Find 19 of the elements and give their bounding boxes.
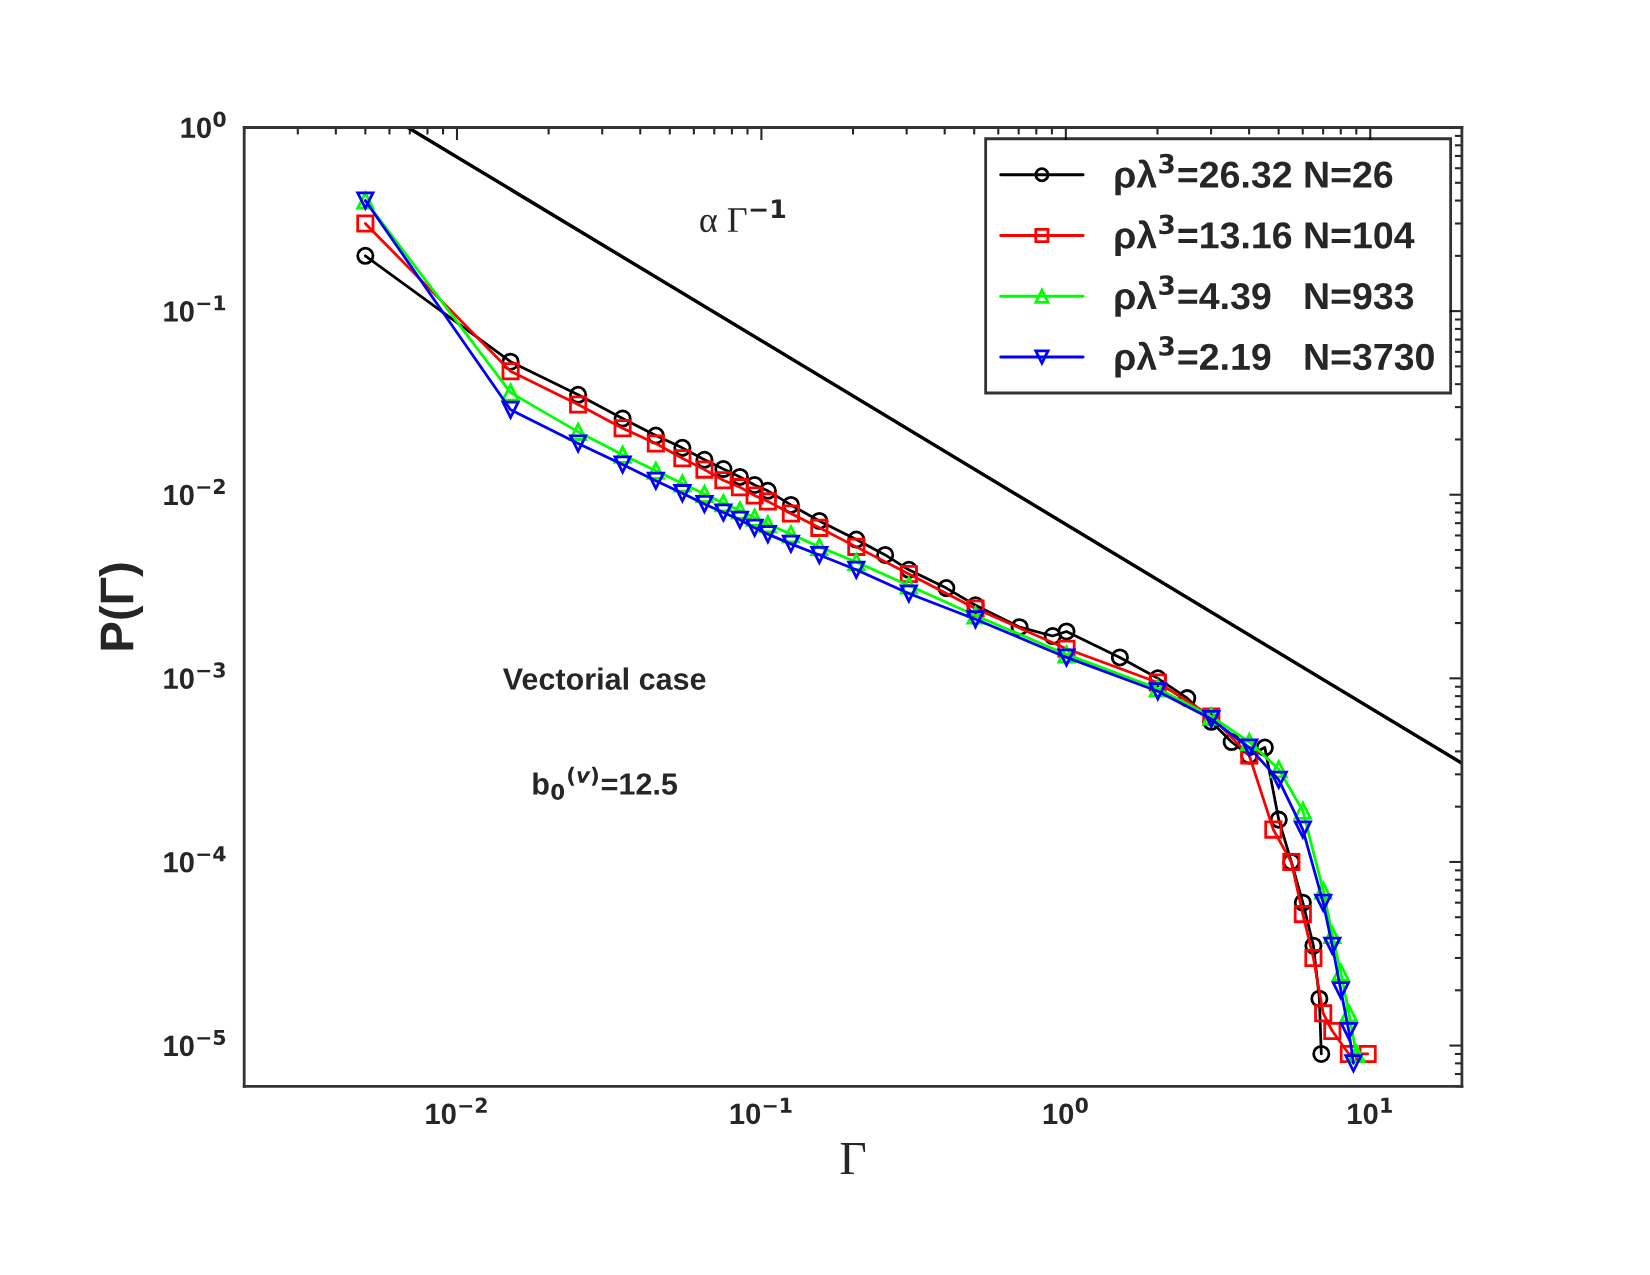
legend-label: ρλ$^{3}$=13.16 N=104 (1115, 214, 1415, 257)
legend-label: ρλ$^{3}$=4.39 N=933 (1115, 275, 1414, 317)
y-tick-label: 10$^{−4}$ (164, 846, 226, 873)
y-axis-title: P(Γ) (99, 563, 144, 650)
x-tick-label: 10$^{−2}$ (426, 1097, 487, 1125)
x-tick-label: 10$^{1}$ (1348, 1097, 1392, 1125)
y-tick-label: 10$^{−5}$ (164, 1029, 226, 1057)
annotation: b$_{0}$$^{(v)}$=12.5 (533, 766, 678, 800)
annotation: α Γ$^{−1}$ (700, 199, 786, 233)
x-axis-title: Γ (840, 1143, 866, 1175)
legend-label: ρλ$^{3}$=2.19 N=3730 (1115, 336, 1434, 378)
y-tick-label: 10$^{−3}$ (164, 662, 225, 689)
y-tick-label: 10$^{−1}$ (164, 295, 226, 322)
y-tick-label: 10$^{−2}$ (164, 478, 225, 506)
legend-label: ρλ$^{3}$=26.32 N=26 (1115, 153, 1393, 196)
annotation: Vectorial case (502, 667, 706, 690)
x-tick-label: 10$^{−1}$ (730, 1097, 792, 1125)
y-tick-label: 10$^{0}$ (181, 111, 226, 139)
x-tick-label: 10$^{0}$ (1043, 1097, 1088, 1125)
